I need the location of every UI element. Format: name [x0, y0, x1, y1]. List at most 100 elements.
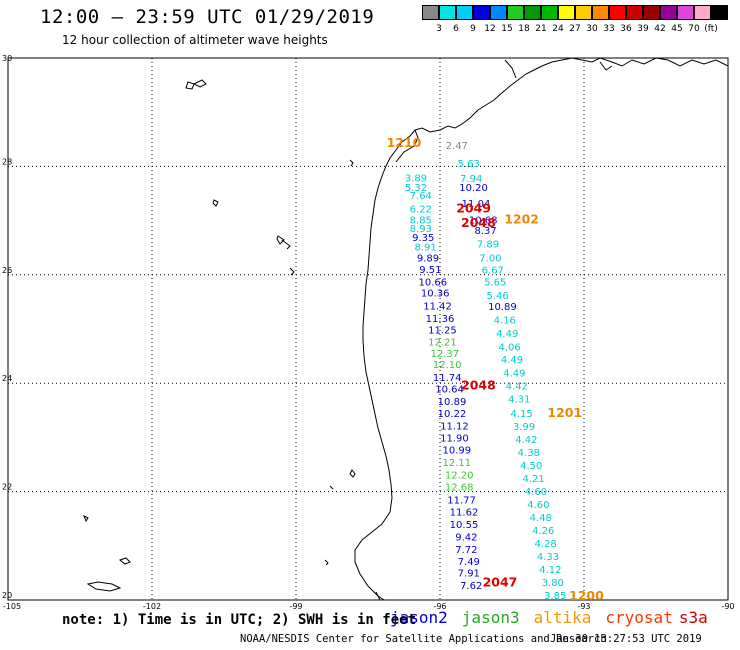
legend-swatch: [473, 5, 490, 20]
wave-height-label: 10.89: [438, 397, 467, 408]
legend-swatch: [541, 5, 558, 20]
wave-height-label: 4.49: [501, 355, 523, 366]
wave-height-label: 11.12: [440, 421, 469, 432]
wave-height-label: 10.66: [418, 278, 447, 289]
wave-height-label: 10.36: [421, 288, 450, 299]
wave-height-label: 4.48: [530, 513, 552, 524]
satellite-cryosat: cryosat: [605, 608, 673, 627]
legend-tick-label: 12: [484, 24, 496, 34]
wave-height-labels: 2.475.633.89 7.945.32 10.207.6411.046.228.…: [387, 135, 604, 603]
lat-tick-label: 24: [2, 374, 12, 383]
legend-swatch: [626, 5, 643, 20]
lon-tick-label: -99: [289, 602, 302, 611]
wave-height-label: 4.50: [520, 461, 542, 472]
wave-height-label: 8.91: [414, 242, 436, 253]
legend-swatch: [490, 5, 507, 20]
wave-height-label: 6.67: [482, 266, 504, 277]
legend-swatch: [592, 5, 609, 20]
legend-swatch: [609, 5, 626, 20]
wave-height-label: 10.22: [438, 409, 467, 420]
wave-height-label: 11.74: [433, 373, 462, 384]
wave-height-label: 11.42: [423, 301, 452, 312]
coastline: [354, 57, 729, 601]
wave-height-label: 4.16: [494, 316, 516, 327]
wave-height-label: 5.65: [484, 278, 506, 289]
legend-tick-label: 45: [671, 24, 683, 34]
wave-height-label: 10.55: [450, 520, 479, 531]
wave-height-label: 12.11: [442, 458, 471, 469]
credit-line: NOAA/NESDIS Center for Satellite Applica…: [240, 633, 607, 645]
wave-height-label: 7.94: [460, 174, 482, 185]
legend-swatch: [711, 5, 728, 20]
wave-height-label: 4.38: [518, 448, 540, 459]
legend-swatch: [456, 5, 473, 20]
legend-tick-label: 27: [569, 24, 581, 34]
legend-tick-label: 33: [603, 24, 615, 34]
lon-tick-label: -93: [577, 602, 590, 611]
wave-height-label: 9.42: [455, 532, 477, 543]
wave-height-label: 12.20: [445, 471, 474, 482]
map-subtitle: 12 hour collection of altimeter wave hei…: [62, 33, 328, 47]
legend-swatch: [643, 5, 660, 20]
legend-tick-label: 39: [637, 24, 649, 34]
wave-height-label: 4.15: [510, 409, 532, 420]
wave-height-label: 5.46: [486, 291, 508, 302]
wave-height-label: 4.60: [527, 500, 549, 511]
wave-height-label: 3.80: [542, 578, 564, 589]
lat-tick-label: 30: [2, 54, 12, 63]
legend-tick-label: 24: [552, 24, 564, 34]
wave-height-label: 4.26: [532, 526, 554, 537]
wave-height-label: 12.37: [430, 349, 459, 360]
wave-height-label: 4.49: [496, 329, 518, 340]
pass-time-label: 2047: [483, 574, 518, 589]
footnote: note: 1) Time is in UTC; 2) SWH is in fe…: [62, 612, 417, 628]
legend-tick-label: (ft): [704, 24, 718, 34]
legend-tick-label: 18: [518, 24, 530, 34]
lat-tick-label: 28: [2, 157, 12, 166]
pass-time-label: 1202: [504, 211, 539, 226]
wave-height-label: 8.37: [474, 226, 496, 237]
lon-tick-label: -96: [433, 602, 446, 611]
wave-height-label: 5.32: [405, 183, 427, 194]
satellite-jason2: jason2: [390, 608, 448, 627]
wave-height-label: 9.51: [419, 265, 441, 276]
wave-height-label: 11.90: [440, 434, 469, 445]
legend-tick-label: 36: [620, 24, 632, 34]
wave-height-label: 4.31: [508, 395, 530, 406]
wave-height-label: 12.10: [433, 360, 462, 371]
wave-height-label: 4.28: [534, 539, 556, 550]
wave-height-label: 4.60: [525, 487, 547, 498]
wave-height-label: 10.89: [488, 302, 517, 313]
legend-tick-label: 6: [453, 24, 459, 34]
lat-tick-label: 20: [2, 591, 12, 600]
wave-height-label: 11.36: [426, 314, 455, 325]
legend-swatch: [507, 5, 524, 20]
wave-height-label: 4.42: [515, 435, 537, 446]
wave-height-label: 11.04: [462, 199, 491, 210]
wave-height-label: 3.89: [405, 174, 427, 185]
pass-time-label: 1201: [547, 405, 582, 420]
legend-swatch: [677, 5, 694, 20]
satellite-legend: jason2 jason3 altika cryosat s3a: [390, 608, 722, 627]
legend-tick-label: 21: [535, 24, 547, 34]
wave-height-label: 9.35: [412, 233, 434, 244]
legend-tick-label: 15: [501, 24, 513, 34]
wave-height-label: 2.47: [446, 141, 468, 152]
wave-height-label: 10.99: [442, 446, 471, 457]
legend-swatch: [694, 5, 711, 20]
wave-height-label: 12.21: [428, 337, 457, 348]
pass-time-label: 1200: [569, 588, 604, 603]
legend-tick-label: 42: [654, 24, 666, 34]
wave-height-label: 7.89: [477, 240, 499, 251]
wave-height-label: 11.77: [447, 496, 476, 507]
wave-height-label: 11.25: [428, 325, 457, 336]
wave-height-label: 10.64: [435, 384, 464, 395]
lon-tick-label: -105: [3, 602, 21, 611]
wave-height-label: 7.72: [455, 545, 477, 556]
satellite-jason3: jason3: [461, 608, 520, 627]
legend-swatch: [660, 5, 677, 20]
wave-height-label: 4.21: [522, 474, 544, 485]
wave-height-label: 4.49: [503, 369, 525, 380]
wave-height-label: 3.85: [544, 591, 566, 602]
